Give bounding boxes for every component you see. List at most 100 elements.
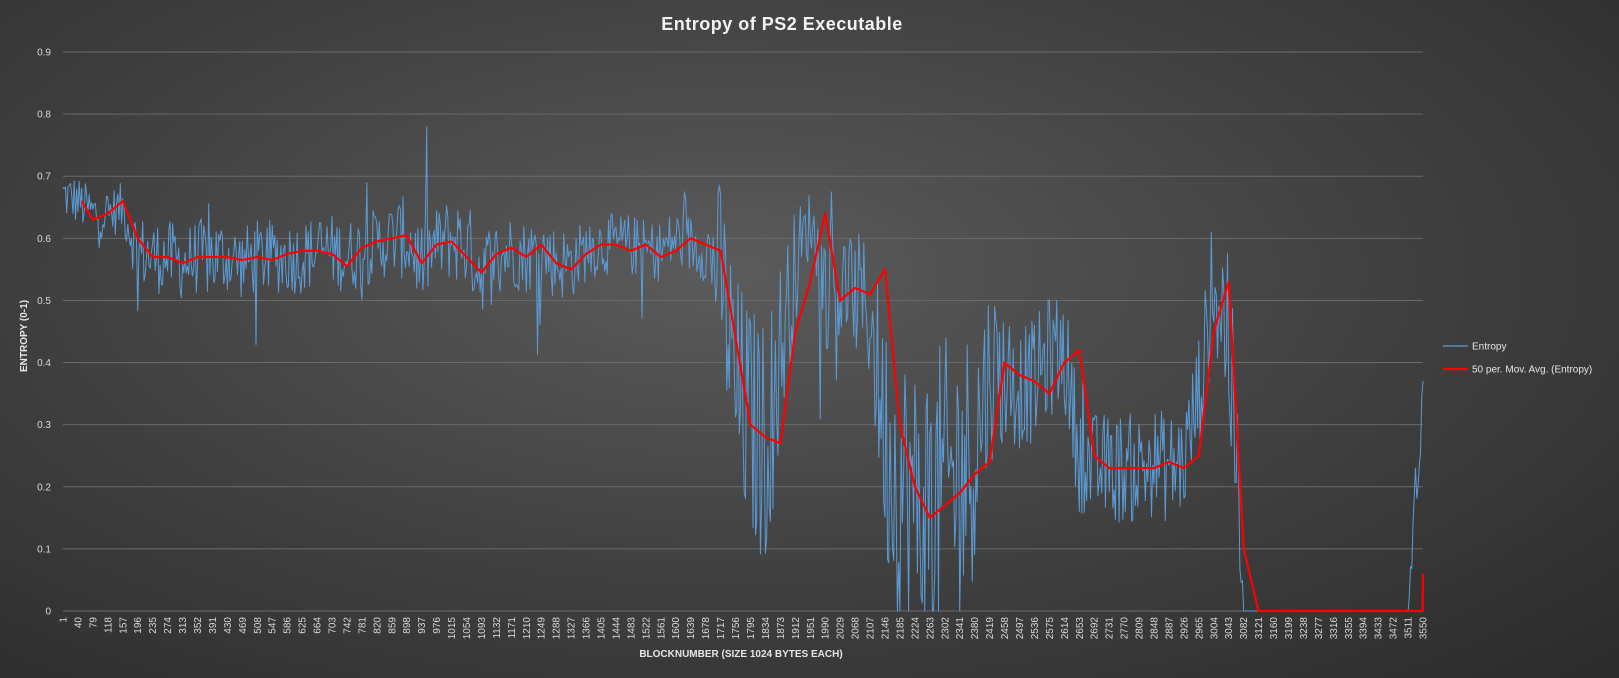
legend: Entropy 50 per. Mov. Avg. (Entropy) xyxy=(1443,342,1592,376)
x-axis-title: BLOCKNUMBER (SIZE 1024 BYTES EACH) xyxy=(639,649,842,660)
x-tick-label: 1678 xyxy=(701,617,712,640)
moving-average-series-line xyxy=(80,200,1425,613)
chart-title: Entropy of PS2 Executable xyxy=(661,14,903,34)
x-tick-label: 3238 xyxy=(1299,617,1310,640)
x-tick-label: 1093 xyxy=(477,617,488,640)
legend-entry-label: 50 per. Mov. Avg. (Entropy) xyxy=(1472,365,1592,376)
y-tick-label: 0.3 xyxy=(37,420,51,431)
x-tick-label: 1366 xyxy=(582,617,593,640)
x-tick-label: 2497 xyxy=(1015,617,1026,640)
series-lines xyxy=(62,126,1425,613)
x-tick-label: 235 xyxy=(148,617,159,634)
x-tick-label: 1600 xyxy=(671,617,682,640)
x-tick-label: 2536 xyxy=(1030,617,1041,640)
x-tick-label: 40 xyxy=(73,617,84,629)
x-tick-label: 2185 xyxy=(895,617,906,640)
x-tick-label: 3511 xyxy=(1404,617,1415,639)
x-tick-label: 1951 xyxy=(806,617,817,640)
x-tick-label: 586 xyxy=(283,617,294,634)
x-tick-label: 2809 xyxy=(1135,617,1146,640)
x-tick-label: 1 xyxy=(59,617,70,623)
x-tick-label: 3043 xyxy=(1224,617,1235,640)
x-tick-label: 2692 xyxy=(1090,617,1101,640)
y-axis-title: ENTROPY (0-1) xyxy=(19,300,30,372)
x-tick-label: 1834 xyxy=(761,617,772,640)
x-tick-label: 3394 xyxy=(1359,617,1370,640)
y-tick-label: 0 xyxy=(45,607,51,618)
y-tick-label: 0.8 xyxy=(37,110,51,121)
legend-entry-label: Entropy xyxy=(1472,342,1506,353)
x-tick-label: 313 xyxy=(178,617,189,634)
x-tick-label: 2926 xyxy=(1179,617,1190,640)
x-tick-label: 781 xyxy=(357,617,368,634)
x-axis-ticks: 1 40 79 118 157 196 235 274 313 352 391 430 469 508 54… xyxy=(59,617,1430,640)
x-tick-label: 2653 xyxy=(1075,617,1086,640)
x-tick-label: 3433 xyxy=(1374,617,1385,640)
x-tick-label: 3121 xyxy=(1254,617,1265,640)
x-tick-label: 2341 xyxy=(955,617,966,640)
x-tick-label: 2107 xyxy=(866,617,877,640)
x-tick-label: 2887 xyxy=(1164,617,1175,640)
entropy-series-line xyxy=(62,126,1424,612)
x-tick-label: 3199 xyxy=(1284,617,1295,640)
x-tick-label: 547 xyxy=(268,617,279,634)
x-tick-label: 2302 xyxy=(940,617,951,640)
x-tick-label: 3355 xyxy=(1344,617,1355,640)
x-tick-label: 1015 xyxy=(447,617,458,640)
x-tick-label: 196 xyxy=(133,617,144,634)
x-tick-label: 430 xyxy=(223,617,234,634)
x-tick-label: 118 xyxy=(103,617,114,633)
x-tick-label: 1795 xyxy=(746,617,757,640)
x-tick-label: 1756 xyxy=(731,617,742,640)
x-tick-label: 3004 xyxy=(1209,617,1220,640)
x-tick-label: 2458 xyxy=(1000,617,1011,640)
x-tick-label: 1522 xyxy=(641,617,652,640)
y-tick-label: 0.2 xyxy=(37,482,51,493)
x-tick-label: 1171 xyxy=(507,617,518,639)
x-tick-label: 2380 xyxy=(970,617,981,640)
x-tick-label: 3160 xyxy=(1269,617,1280,640)
x-tick-label: 1405 xyxy=(597,617,608,640)
x-tick-label: 898 xyxy=(402,617,413,634)
x-tick-label: 2848 xyxy=(1149,617,1160,640)
x-tick-label: 3316 xyxy=(1329,617,1340,640)
x-tick-label: 859 xyxy=(387,617,398,634)
x-tick-label: 2029 xyxy=(836,617,847,640)
x-tick-label: 469 xyxy=(238,617,249,634)
x-tick-label: 2614 xyxy=(1060,617,1071,640)
x-tick-label: 1639 xyxy=(686,617,697,640)
x-tick-label: 2731 xyxy=(1105,617,1116,640)
x-tick-label: 391 xyxy=(208,617,219,634)
x-tick-label: 2263 xyxy=(925,617,936,640)
x-tick-label: 2146 xyxy=(880,617,891,640)
x-tick-label: 1327 xyxy=(567,617,578,640)
x-tick-label: 2068 xyxy=(851,617,862,640)
x-tick-label: 3472 xyxy=(1389,617,1400,640)
x-tick-label: 1873 xyxy=(776,617,787,640)
x-tick-label: 274 xyxy=(163,617,174,634)
x-tick-label: 352 xyxy=(193,617,204,634)
x-tick-label: 2575 xyxy=(1045,617,1056,640)
x-tick-label: 1483 xyxy=(626,617,637,640)
x-tick-label: 1249 xyxy=(537,617,548,640)
x-tick-label: 1912 xyxy=(791,617,802,640)
x-tick-label: 937 xyxy=(417,617,428,634)
x-tick-label: 742 xyxy=(342,617,353,634)
x-tick-label: 3550 xyxy=(1419,617,1430,640)
y-tick-label: 0.9 xyxy=(37,48,51,59)
x-tick-label: 79 xyxy=(88,617,99,629)
x-tick-label: 3277 xyxy=(1314,617,1325,640)
x-tick-label: 1054 xyxy=(462,617,473,640)
x-tick-label: 664 xyxy=(313,617,324,634)
y-tick-label: 0.5 xyxy=(37,296,51,307)
x-tick-label: 2224 xyxy=(910,617,921,640)
x-tick-label: 3082 xyxy=(1239,617,1250,640)
gridlines xyxy=(63,51,1423,612)
x-tick-label: 820 xyxy=(372,617,383,634)
y-tick-label: 0.6 xyxy=(37,234,51,245)
x-tick-label: 1990 xyxy=(821,617,832,640)
x-tick-label: 1132 xyxy=(492,617,503,639)
x-tick-label: 157 xyxy=(118,617,129,634)
x-tick-label: 1288 xyxy=(552,617,563,640)
